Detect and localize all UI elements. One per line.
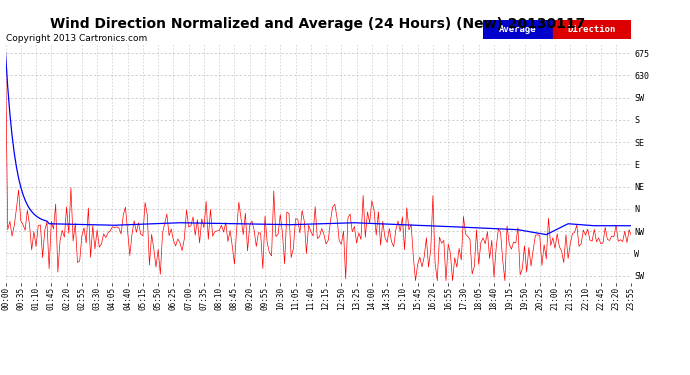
Text: Direction: Direction xyxy=(568,25,616,34)
Text: Average: Average xyxy=(499,25,537,34)
Text: Wind Direction Normalized and Average (24 Hours) (New) 20130117: Wind Direction Normalized and Average (2… xyxy=(50,17,585,31)
Bar xyxy=(483,20,553,39)
Bar xyxy=(553,20,631,39)
Text: Copyright 2013 Cartronics.com: Copyright 2013 Cartronics.com xyxy=(6,34,147,43)
